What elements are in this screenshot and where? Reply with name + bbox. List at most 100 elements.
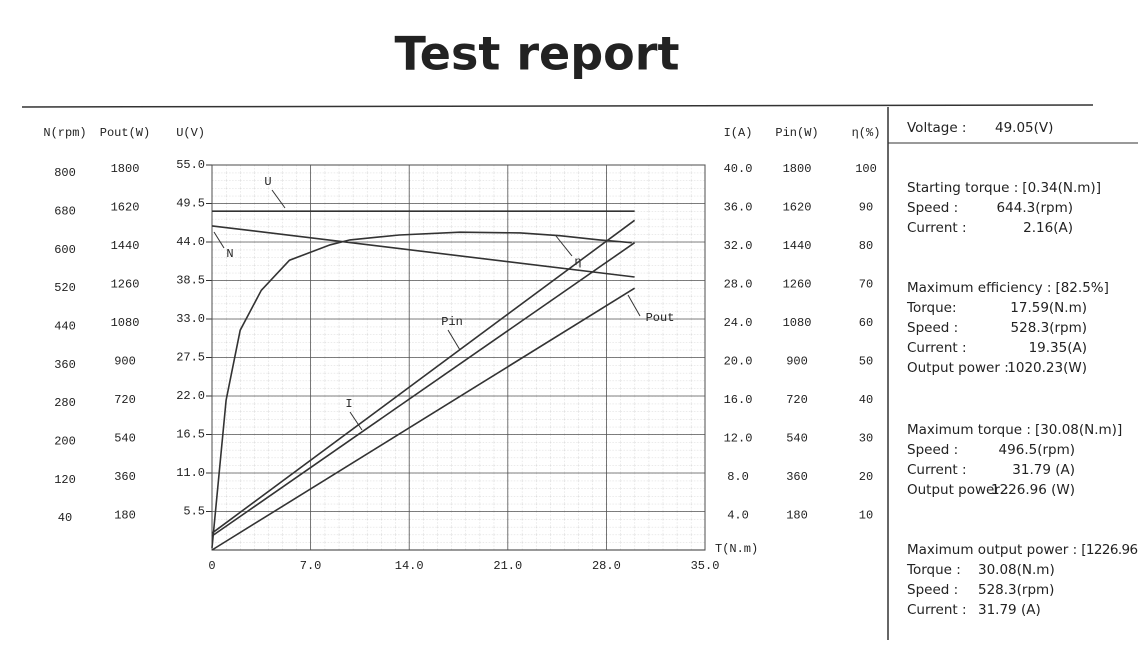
panel-value: 644.3(rpm)	[997, 200, 1073, 216]
axis-tick-label: 1800	[111, 162, 140, 176]
label-leader	[213, 231, 225, 249]
axis-tick-label: 1800	[783, 162, 812, 176]
axis-tick-label: 120	[54, 473, 76, 487]
panel-value: 49.05(V)	[995, 120, 1053, 136]
axis-tick-label: 90	[859, 201, 873, 215]
panel-label: Speed :	[907, 320, 958, 336]
axis-label: N(rpm)	[43, 126, 86, 140]
axis-tick-label: 680	[54, 205, 76, 219]
axis-tick-label: 360	[54, 358, 76, 372]
panel-value: [30.08(N.m)]	[1035, 422, 1122, 438]
panel-value: [1226.96(W)]	[1081, 542, 1138, 558]
chart: 55.0 49.5 44.0 38.5 33.0 27.5 22.0 16.5 11.0 5.5 0…	[43, 126, 880, 573]
series-label: I	[345, 397, 352, 411]
y-tick-label: 44.0	[176, 235, 205, 249]
axis-tick-label: 36.0	[724, 201, 753, 215]
axis-tick-label: 720	[114, 393, 136, 407]
y-axis-label: U(V)	[176, 126, 205, 140]
panel-value: 19.35(A)	[1029, 340, 1087, 356]
axis-tick-label: 360	[114, 470, 136, 484]
panel-value: 528.3(rpm)	[978, 582, 1054, 598]
x-tick-label: 14.0	[395, 559, 424, 573]
panel-label: Current :	[907, 462, 967, 478]
axis-tick-label: 180	[786, 509, 808, 523]
series-line	[211, 219, 636, 534]
series-line	[211, 225, 635, 278]
panel-label: Torque :	[906, 562, 961, 578]
y-tick-label: 16.5	[176, 428, 205, 442]
axis-tick-label: 1260	[111, 278, 140, 292]
axis-tick-label: 32.0	[724, 239, 753, 253]
panel-label: Maximum torque :	[907, 422, 1031, 438]
axis-tick-label: 16.0	[724, 393, 753, 407]
axis-tick-label: 4.0	[727, 509, 749, 523]
y-tick-label: 11.0	[176, 466, 205, 480]
axis-tick-label: 1440	[783, 239, 812, 253]
axis-tick-label: 540	[114, 432, 136, 446]
axis-tick-label: 70	[859, 278, 873, 292]
series-line	[211, 242, 636, 537]
axis-tick-label: 200	[54, 435, 76, 449]
axis-tick-label: 800	[54, 166, 76, 180]
axis-tick-label: 720	[786, 393, 808, 407]
y-tick-label: 49.5	[176, 197, 205, 211]
axis-tick-label: 80	[859, 239, 873, 253]
panel-value: 31.79 (A)	[1012, 462, 1075, 478]
label-leader	[627, 294, 641, 317]
panel-value: [0.34(N.m)]	[1022, 180, 1101, 196]
axis-tick-label: 40.0	[724, 162, 753, 176]
axis-tick-label: 1260	[783, 278, 812, 292]
label-leader	[555, 235, 573, 257]
axis-tick-label: 12.0	[724, 432, 753, 446]
series-label: Pin	[441, 315, 463, 329]
report-title: Test report	[395, 27, 680, 81]
axis-tick-label: 100	[855, 162, 877, 176]
x-tick-label: 21.0	[493, 559, 522, 573]
panel-value: 2.16(A)	[1023, 220, 1073, 236]
panel-label: Maximum output power :	[907, 542, 1077, 558]
axis-tick-label: 900	[114, 355, 136, 369]
axis-tick-label: 440	[54, 320, 76, 334]
panel-label: Output power :	[907, 482, 1009, 498]
axis-tick-label: 180	[114, 509, 136, 523]
axis-tick-label: 20	[859, 470, 873, 484]
panel-value: 17.59(N.m)	[1010, 300, 1087, 316]
y-tick-label: 5.5	[183, 505, 205, 519]
x-tick-label: 35.0	[691, 559, 720, 573]
panel-label: Torque:	[906, 300, 957, 316]
series-label: Pout	[646, 311, 675, 325]
axis-tick-label: 360	[786, 470, 808, 484]
x-axis-label: T(N.m)	[715, 542, 758, 556]
axis-label: Pin(W)	[775, 126, 818, 140]
axis-tick-label: 1620	[111, 201, 140, 215]
axis-tick-label: 600	[54, 243, 76, 257]
x-tick-label: 28.0	[592, 559, 621, 573]
axis-tick-label: 280	[54, 396, 76, 410]
x-tick-label: 7.0	[300, 559, 322, 573]
panel-label: Speed :	[907, 200, 958, 216]
axis-tick-label: 40	[859, 393, 873, 407]
header-rule	[21, 104, 1094, 108]
axis-tick-label: 8.0	[727, 470, 749, 484]
label-leader	[271, 189, 286, 209]
panel-label: Speed :	[907, 442, 958, 458]
axis-tick-label: 520	[54, 281, 76, 295]
axis-label: Pout(W)	[100, 126, 150, 140]
panel-label: Current :	[907, 602, 967, 618]
panel-value: [82.5%]	[1055, 280, 1108, 296]
panel-value: 1020.23(W)	[1007, 360, 1087, 376]
panel-label: Output power :	[907, 360, 1009, 376]
panel-value: 30.08(N.m)	[978, 562, 1055, 578]
axis-tick-label: 28.0	[724, 278, 753, 292]
axis-tick-label: 1620	[783, 201, 812, 215]
y-tick-label: 33.0	[176, 312, 205, 326]
axis-tick-label: 40	[58, 511, 72, 525]
axis-tick-label: 1440	[111, 239, 140, 253]
panel-label: Maximum efficiency :	[907, 280, 1051, 296]
y-tick-label: 22.0	[176, 389, 205, 403]
axis-tick-label: 1080	[783, 316, 812, 330]
series-label: U	[264, 175, 271, 189]
panel-value: 31.79 (A)	[978, 602, 1041, 618]
axis-tick-label: 60	[859, 316, 873, 330]
axis-tick-label: 540	[786, 432, 808, 446]
